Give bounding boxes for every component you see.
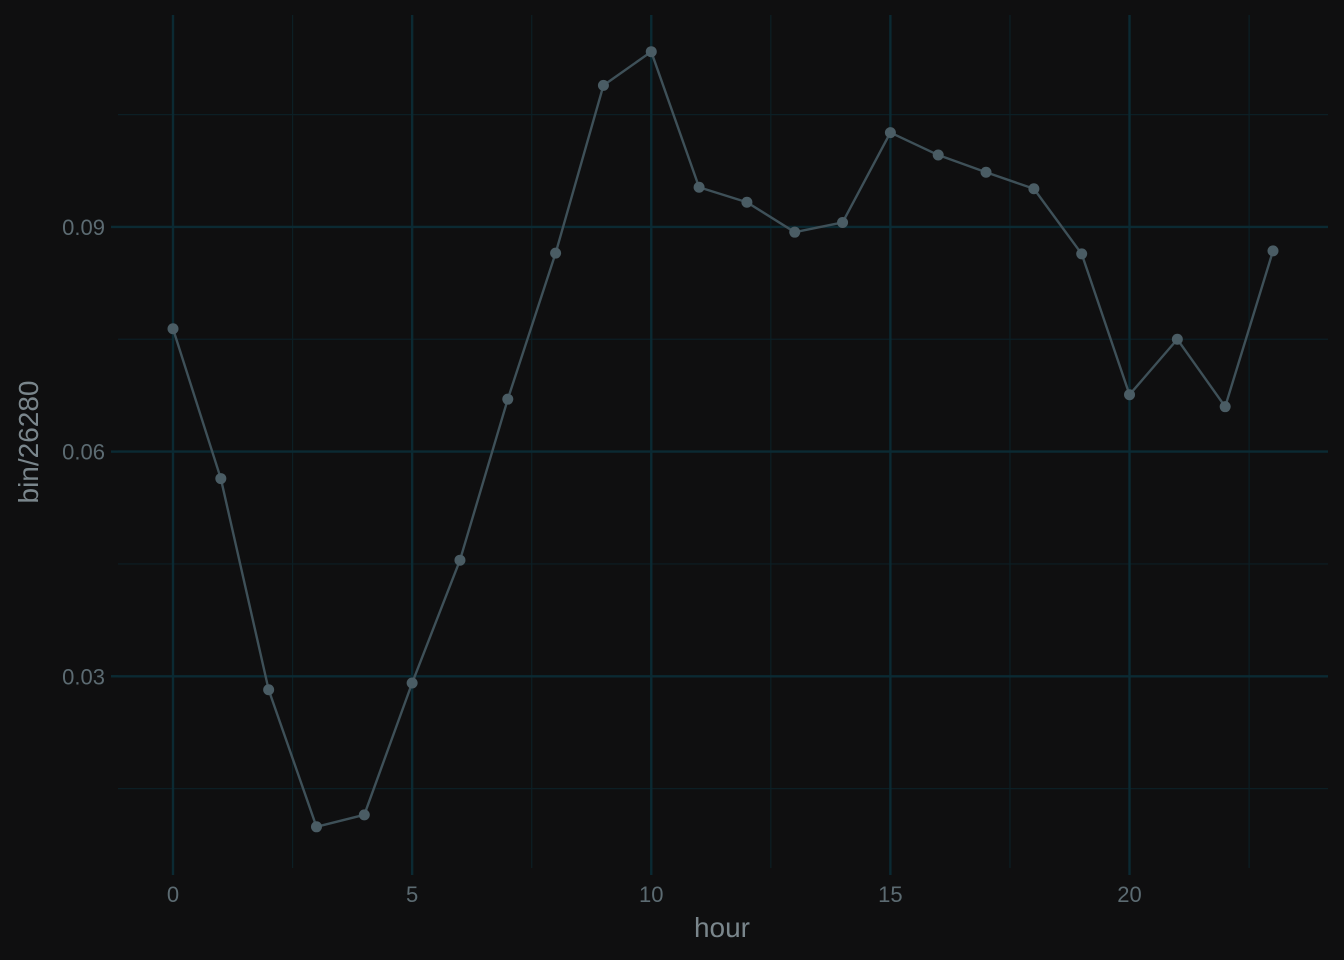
data-point [1028, 183, 1040, 195]
data-point [789, 226, 801, 238]
data-point [310, 821, 322, 833]
data-point [358, 809, 370, 821]
grid-major [118, 15, 1328, 868]
data-point [263, 684, 275, 696]
y-tick-label: 0.03 [62, 664, 105, 689]
data-point [1219, 401, 1231, 413]
data-point [980, 166, 992, 178]
axis-ticks [111, 225, 1131, 875]
x-tick-label: 0 [167, 882, 179, 907]
y-tick-labels: 0.03 0.06 0.09 [62, 215, 105, 689]
data-point [837, 216, 849, 228]
data-point [645, 46, 657, 58]
data-point [167, 323, 179, 335]
data-point [454, 554, 466, 566]
y-tick-label: 0.09 [62, 215, 105, 240]
series-line [171, 50, 1275, 829]
grid-minor [118, 15, 1328, 868]
data-point [932, 149, 944, 161]
x-tick-labels: 0 5 10 15 20 [167, 882, 1142, 907]
data-point [741, 196, 753, 208]
data-point [215, 473, 227, 485]
series-group [167, 46, 1279, 833]
y-tick-label: 0.06 [62, 440, 105, 465]
data-point [406, 677, 418, 689]
y-axis-title: bin/26280 [13, 380, 44, 503]
x-axis-title: hour [694, 912, 750, 943]
data-point [550, 247, 562, 259]
x-tick-label: 5 [406, 882, 418, 907]
data-point [1171, 333, 1183, 345]
data-point [884, 127, 896, 139]
data-point [693, 181, 705, 193]
data-point [502, 393, 514, 405]
data-point [1076, 248, 1088, 260]
x-tick-label: 10 [639, 882, 663, 907]
x-tick-label: 15 [878, 882, 902, 907]
data-point [597, 79, 609, 91]
data-point [1124, 389, 1136, 401]
data-point [1267, 245, 1279, 257]
x-tick-label: 20 [1117, 882, 1141, 907]
